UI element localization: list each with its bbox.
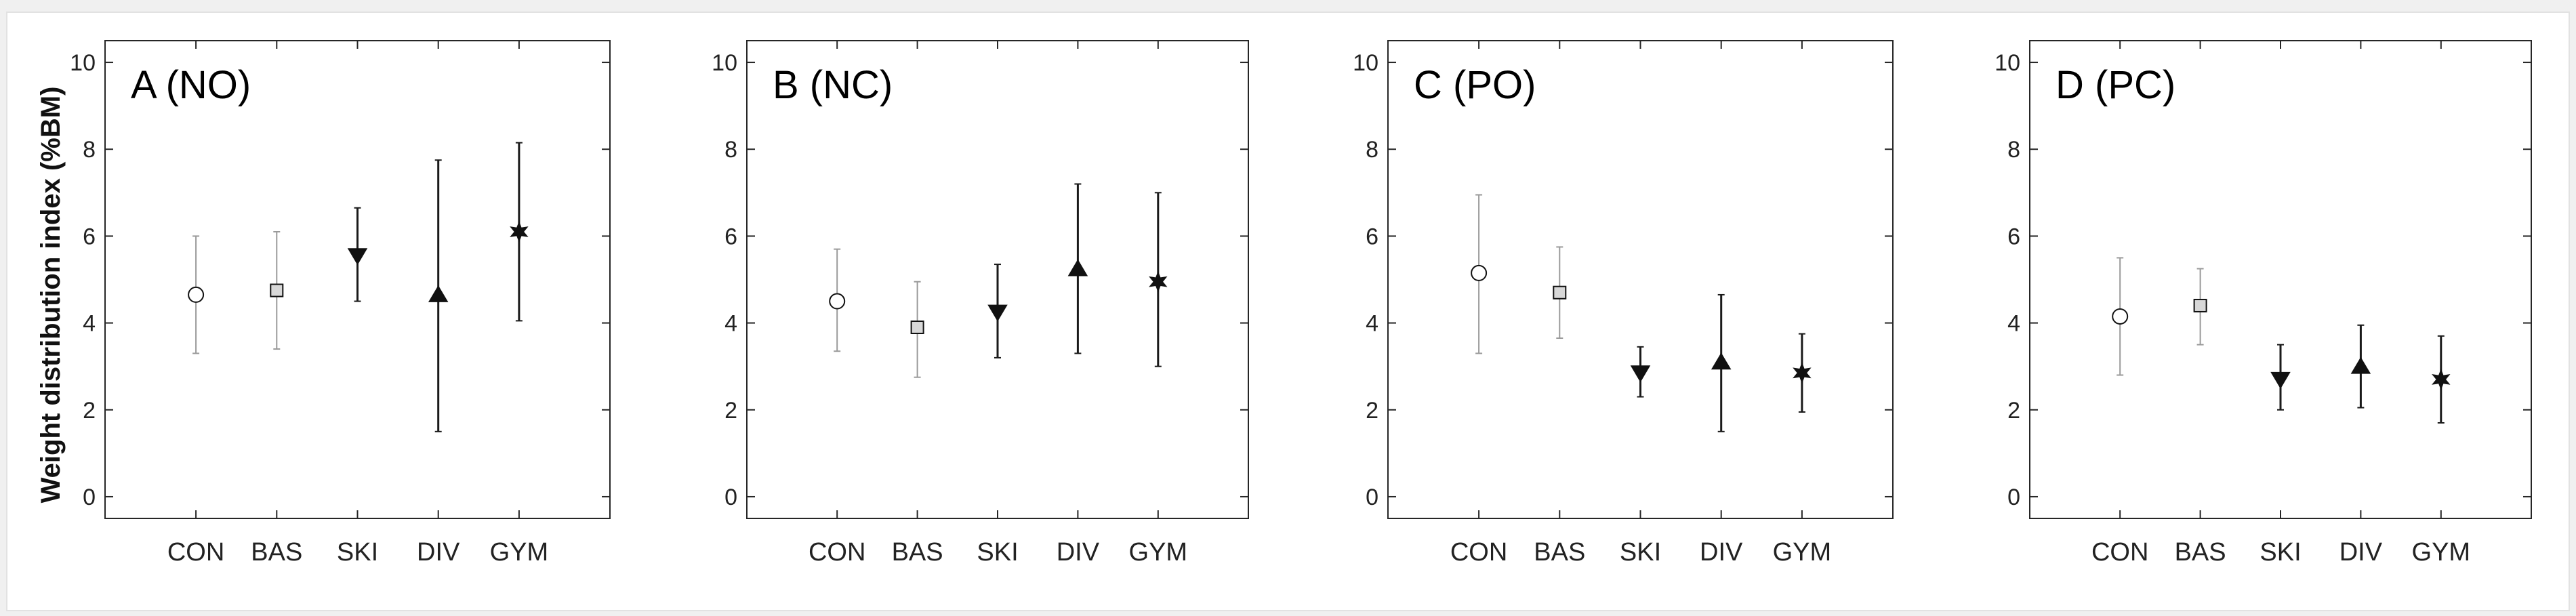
- axes-box: [2029, 40, 2532, 519]
- xtick-label-div: DIV: [2339, 538, 2383, 567]
- ytick-label: 0: [83, 485, 96, 510]
- ytick-label: 4: [1366, 311, 1378, 337]
- panel-title: B (NC): [773, 63, 893, 107]
- ytick-label: 4: [83, 311, 96, 337]
- ytick-label: 6: [724, 224, 737, 249]
- ytick-label: 0: [2007, 485, 2020, 510]
- xtick-label-ski: SKI: [2260, 538, 2301, 567]
- xtick-label-ski: SKI: [337, 538, 378, 567]
- marker-con: [1471, 264, 1488, 281]
- ytick-label: 0: [724, 485, 737, 510]
- marker-con: [188, 286, 205, 303]
- marker-gym: [1793, 362, 1812, 384]
- xtick-label-bas: BAS: [251, 538, 302, 567]
- xtick-label-gym: GYM: [2412, 538, 2471, 567]
- panel-title: C (PO): [1414, 63, 1536, 107]
- marker-div: [2350, 356, 2371, 374]
- xtick-label-gym: GYM: [1773, 538, 1832, 567]
- ytick-label: 10: [1353, 50, 1378, 76]
- xtick-label-div: DIV: [417, 538, 460, 567]
- marker-ski: [2270, 371, 2291, 389]
- ytick-label: 2: [83, 398, 96, 424]
- marker-gym: [510, 221, 529, 243]
- xtick-label-con: CON: [2091, 538, 2148, 567]
- ytick-label: 10: [70, 50, 96, 76]
- panel-title: D (PC): [2056, 63, 2175, 107]
- marker-ski: [347, 248, 368, 266]
- axes-box: [1387, 40, 1894, 519]
- panel-4: 0 2 4 6 8 10 CON BAS SKI DIV GYM D (PC): [1995, 40, 2532, 567]
- marker-div: [1067, 259, 1088, 276]
- panel-title: A (NO): [131, 63, 251, 107]
- xtick-label-bas: BAS: [1534, 538, 1585, 567]
- figure-ylabel: Weight distribution index (%BM): [36, 87, 66, 504]
- xtick-label-con: CON: [1450, 538, 1507, 567]
- xtick-label-con: CON: [809, 538, 865, 567]
- ytick-label: 8: [2007, 137, 2020, 163]
- marker-con: [2112, 308, 2129, 325]
- xtick-label-div: DIV: [1700, 538, 1743, 567]
- marker-ski: [1630, 365, 1651, 383]
- panel-1: 0 2 4 6 8 10 CON BAS SKI DIV GYM A (NO): [70, 40, 611, 567]
- xtick-label-ski: SKI: [1620, 538, 1661, 567]
- ytick-label: 4: [2007, 311, 2020, 337]
- ytick-label: 4: [724, 311, 737, 337]
- marker-gym: [1149, 270, 1168, 293]
- xtick-label-bas: BAS: [2175, 538, 2226, 567]
- marker-div: [1711, 352, 1732, 370]
- marker-bas: [2193, 298, 2207, 312]
- marker-ski: [987, 304, 1008, 322]
- xtick-label-con: CON: [167, 538, 224, 567]
- ytick-label: 10: [712, 50, 737, 76]
- ytick-label: 8: [1366, 137, 1378, 163]
- xtick-label-gym: GYM: [1129, 538, 1188, 567]
- marker-div: [428, 285, 449, 302]
- ytick-label: 10: [1995, 50, 2020, 76]
- marker-bas: [910, 321, 924, 334]
- panel-3: 0 2 4 6 8 10 CON BAS SKI DIV GYM C (PO): [1353, 40, 1894, 567]
- ytick-label: 6: [2007, 224, 2020, 249]
- marker-bas: [1553, 285, 1567, 300]
- ytick-label: 6: [1366, 224, 1378, 249]
- marker-gym: [2432, 369, 2451, 390]
- ytick-label: 6: [83, 224, 96, 249]
- xtick-label-div: DIV: [1057, 538, 1100, 567]
- ytick-label: 8: [724, 137, 737, 163]
- xtick-label-bas: BAS: [892, 538, 943, 567]
- panel-2: 0 2 4 6 8 10 CON BAS SKI DIV GYM B (NC): [712, 40, 1249, 567]
- ytick-label: 0: [1366, 485, 1378, 510]
- marker-bas: [270, 283, 284, 297]
- xtick-label-gym: GYM: [490, 538, 549, 567]
- ytick-label: 2: [1366, 398, 1378, 424]
- ytick-label: 2: [724, 398, 737, 424]
- marker-con: [829, 293, 846, 310]
- ytick-label: 8: [83, 137, 96, 163]
- xtick-label-ski: SKI: [977, 538, 1018, 567]
- ytick-label: 2: [2007, 398, 2020, 424]
